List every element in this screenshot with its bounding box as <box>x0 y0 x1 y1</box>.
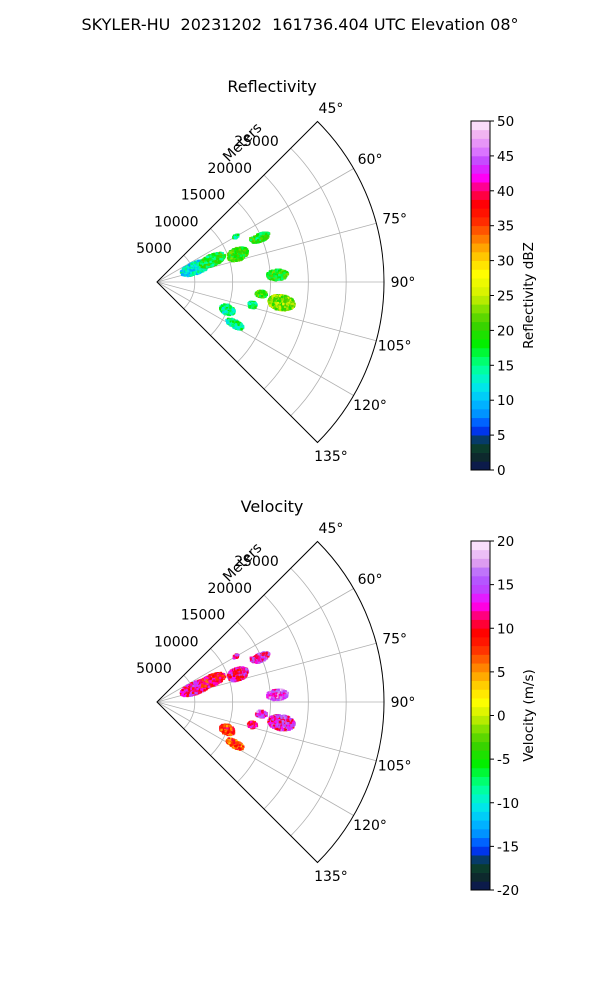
colorbar-tick-label: -10 <box>497 796 519 812</box>
echo-region <box>232 233 240 240</box>
colorbar-tick-label: 30 <box>497 254 514 270</box>
echo-region <box>267 294 296 312</box>
range-tick-label: 20000 <box>207 581 252 597</box>
range-tick-label: 25000 <box>234 134 279 150</box>
echo-region <box>266 268 290 282</box>
reflectivity-title: Reflectivity <box>227 77 316 96</box>
colorbar-tick-label: 0 <box>497 463 506 479</box>
azimuth-tick-label: 45° <box>319 521 344 537</box>
colorbar-tick-label: 15 <box>497 358 514 374</box>
azimuth-spoke <box>156 701 354 816</box>
echo-region <box>266 688 289 702</box>
colorbar-tick-label: 45 <box>497 149 514 165</box>
echo-region <box>199 251 226 269</box>
azimuth-tick-label: 90° <box>391 275 416 291</box>
range-tick-label: 5000 <box>136 241 172 257</box>
range-tick-label: 15000 <box>181 608 226 624</box>
echo-region <box>225 737 245 751</box>
azimuth-tick-label: 135° <box>314 449 348 465</box>
colorbar-label: Velocity (m/s) <box>521 669 537 762</box>
echo-region <box>225 317 245 331</box>
azimuth-spoke <box>156 281 354 396</box>
velocity-colorbar: -20 -15 -10 -5 0 5 10 15 20 Velocity (m/s) <box>470 534 537 899</box>
colorbar-tick-label: -5 <box>497 752 510 768</box>
azimuth-spoke <box>156 701 377 762</box>
echo-region <box>232 653 240 660</box>
echo-region <box>226 666 250 683</box>
azimuth-tick-label: 45° <box>319 101 344 117</box>
reflectivity-panel: Reflectivity500010000150002000025000Mete… <box>136 77 537 479</box>
echo-region <box>247 300 258 310</box>
colorbar-tick-label: 15 <box>497 578 514 594</box>
velocity-panel: Velocity500010000150002000025000Meters45… <box>136 497 537 899</box>
colorbar-tick-label: 5 <box>497 428 506 444</box>
range-tick-label: 25000 <box>234 554 279 570</box>
echo-region <box>249 656 256 663</box>
echo-region <box>219 303 236 317</box>
echo-region <box>249 236 255 243</box>
figure-title: SKYLER-HU 20231202 161736.404 UTC Elevat… <box>81 15 519 34</box>
colorbar-tick-label: 20 <box>497 534 514 550</box>
echo-field <box>179 231 296 331</box>
echo-region <box>226 246 249 263</box>
azimuth-tick-label: 60° <box>358 572 383 588</box>
colorbar-tick-label: 5 <box>497 665 506 681</box>
colorbar-tick-label: 35 <box>497 219 514 235</box>
reflectivity-colorbar: 0 5 10 15 20 25 30 35 40 45 50 Reflectivity dBZ <box>470 114 537 479</box>
velocity-title: Velocity <box>241 497 304 516</box>
echo-region <box>219 723 236 737</box>
echo-region <box>250 231 271 244</box>
azimuth-tick-label: 105° <box>378 339 412 355</box>
colorbar-tick-label: 25 <box>497 289 514 305</box>
echo-region <box>254 289 268 299</box>
colorbar-tick-label: 40 <box>497 184 514 200</box>
echo-region <box>254 709 268 719</box>
azimuth-spoke <box>156 281 377 342</box>
colorbar-tick-label: -15 <box>497 839 519 855</box>
sector-outline <box>156 540 385 864</box>
colorbar-tick-label: 0 <box>497 709 506 725</box>
echo-region <box>246 720 259 730</box>
azimuth-tick-label: 75° <box>382 211 407 227</box>
azimuth-tick-label: 105° <box>378 759 412 775</box>
colorbar-tick-label: 50 <box>497 114 514 130</box>
colorbar-tick-label: 20 <box>497 323 514 339</box>
azimuth-tick-label: 75° <box>382 631 407 647</box>
range-tick-label: 15000 <box>181 188 226 204</box>
echo-field <box>179 651 296 751</box>
colorbar-tick-label: 10 <box>497 621 514 637</box>
azimuth-spoke <box>156 588 354 703</box>
echo-region <box>267 714 296 732</box>
azimuth-tick-label: 60° <box>358 152 383 168</box>
azimuth-tick-label: 120° <box>353 398 387 414</box>
colorbar-label: Reflectivity dBZ <box>521 242 537 349</box>
azimuth-tick-label: 90° <box>391 695 416 711</box>
colorbar-tick-label: -20 <box>497 883 519 899</box>
range-tick-label: 10000 <box>154 634 199 650</box>
sector-outline <box>156 120 385 444</box>
range-tick-label: 10000 <box>154 214 199 230</box>
range-tick-label: 5000 <box>136 661 172 677</box>
range-tick-label: 20000 <box>207 161 252 177</box>
azimuth-tick-label: 135° <box>314 869 348 885</box>
colorbar-tick-label: 10 <box>497 393 514 409</box>
echo-region <box>199 671 226 689</box>
azimuth-tick-label: 120° <box>353 818 387 834</box>
